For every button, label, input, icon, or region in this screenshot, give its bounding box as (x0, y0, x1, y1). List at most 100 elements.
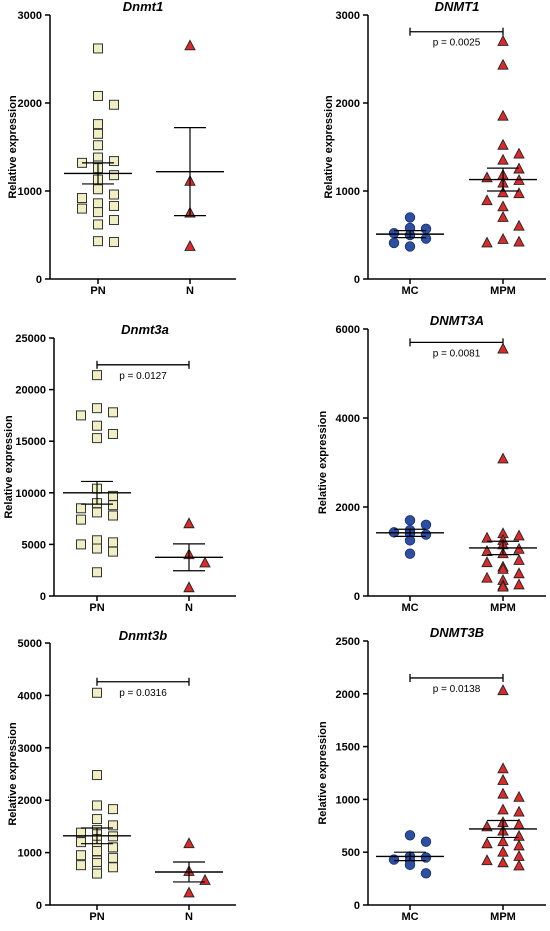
x-tick-label-n: N (185, 602, 193, 614)
y-axis-label: Relative expression (7, 722, 19, 826)
data-point-square (109, 200, 119, 211)
data-point-square (93, 140, 103, 151)
data-point-triangle (497, 109, 509, 121)
data-point-square (109, 237, 119, 248)
data-point-square (108, 428, 118, 439)
y-tick-label: 15000 (15, 436, 46, 448)
data-point-square (92, 770, 102, 781)
y-tick-label: 10000 (15, 488, 46, 500)
data-point-triangle (481, 236, 493, 248)
data-point-triangle (497, 232, 509, 244)
data-point-circle (420, 519, 432, 531)
data-point-square (108, 820, 118, 831)
data-point-square (108, 862, 118, 873)
data-point-triangle (184, 239, 196, 251)
data-point-triangle (481, 854, 493, 866)
data-point-square (92, 420, 102, 431)
y-axis-label: Relative expression (7, 95, 19, 199)
data-point-triangle (497, 787, 509, 799)
y-axis-label: Relative expression (3, 415, 15, 519)
data-point-square (76, 503, 86, 514)
chart-panel-0: Dnmt1 0 1000 2000 3000 Relative expression PN N (7, 0, 236, 297)
data-point-square (108, 510, 118, 521)
chart-panel-1: DNMT1 0 1000 2000 3000 Relative expression MC M… (323, 0, 546, 297)
p-value-label: p = 0.0316 (119, 688, 167, 699)
y-tick-label: 0 (40, 591, 46, 603)
data-point-square (108, 852, 118, 863)
data-point-square (76, 410, 86, 421)
data-point-circle (420, 529, 432, 540)
data-point-circle (388, 854, 400, 865)
data-point-triangle (497, 845, 509, 857)
data-point-triangle (497, 342, 509, 354)
data-point-square (93, 128, 103, 139)
p-value-label: p = 0.0138 (433, 684, 481, 695)
x-tick-label-n: N (185, 911, 193, 923)
chart-title: DNMT1 (435, 0, 480, 14)
x-tick-label-mc: MC (401, 285, 418, 297)
data-point-square (108, 546, 118, 557)
y-tick-label: 2000 (336, 689, 360, 701)
y-tick-label: 2000 (336, 98, 360, 110)
data-point-circle (404, 212, 416, 223)
data-point-circle (404, 830, 416, 841)
data-point-triangle (497, 762, 509, 774)
data-point-square (92, 433, 102, 444)
data-point-circle (404, 515, 416, 526)
data-point-triangle (497, 186, 509, 198)
x-tick-label-mpm: MPM (490, 602, 516, 614)
data-point-square (93, 198, 103, 209)
data-point-square (92, 846, 102, 857)
y-tick-label: 6000 (336, 324, 360, 336)
data-point-square (76, 850, 86, 861)
data-point-triangle (513, 553, 525, 565)
data-point-square (92, 370, 102, 381)
data-point-triangle (481, 837, 493, 849)
data-point-triangle (183, 886, 195, 898)
data-point-triangle (497, 452, 509, 464)
data-point-triangle (513, 805, 525, 817)
data-point-circle (404, 548, 416, 559)
y-tick-label: 1000 (18, 186, 42, 198)
y-tick-label: 4000 (336, 413, 360, 425)
data-point-square (77, 203, 87, 214)
data-point-square (76, 539, 86, 550)
data-point-triangle (497, 153, 509, 165)
data-point-triangle (481, 171, 493, 183)
data-point-triangle (513, 859, 525, 871)
data-point-circle (388, 228, 400, 239)
data-point-square (109, 189, 119, 200)
data-point-triangle (183, 837, 195, 849)
y-tick-label: 1000 (336, 186, 360, 198)
data-point-square (93, 90, 103, 101)
y-tick-label: 1000 (18, 848, 42, 860)
data-point-triangle (497, 138, 509, 150)
data-point-circle (420, 836, 432, 847)
x-tick-label-mc: MC (401, 911, 418, 923)
data-point-triangle (513, 849, 525, 861)
y-tick-label: 2500 (336, 636, 360, 648)
data-point-square (92, 687, 102, 698)
y-tick-label: 25000 (15, 333, 46, 345)
data-point-square (93, 184, 103, 195)
data-point-square (92, 403, 102, 414)
y-tick-label: 5000 (18, 638, 42, 650)
y-tick-label: 500 (342, 847, 360, 859)
data-point-square (92, 543, 102, 554)
data-point-triangle (199, 873, 211, 885)
data-point-triangle (199, 556, 211, 568)
x-tick-label-pn: PN (90, 285, 105, 297)
chart-title: DNMT3A (430, 313, 484, 328)
chart-panel-2: Dnmt3a 0 5000 10000 15000 20000 25000 Relative … (3, 322, 236, 614)
data-point-triangle (497, 835, 509, 847)
x-tick-label-pn: PN (89, 911, 104, 923)
y-tick-label: 5000 (22, 539, 46, 551)
data-point-square (92, 567, 102, 578)
x-tick-label-mpm: MPM (490, 911, 516, 923)
data-point-square (93, 119, 103, 130)
data-point-square (109, 170, 119, 181)
data-point-square (108, 842, 118, 853)
data-point-square (108, 500, 118, 511)
p-value-label: p = 0.0025 (433, 38, 481, 49)
x-tick-label-pn: PN (89, 602, 104, 614)
